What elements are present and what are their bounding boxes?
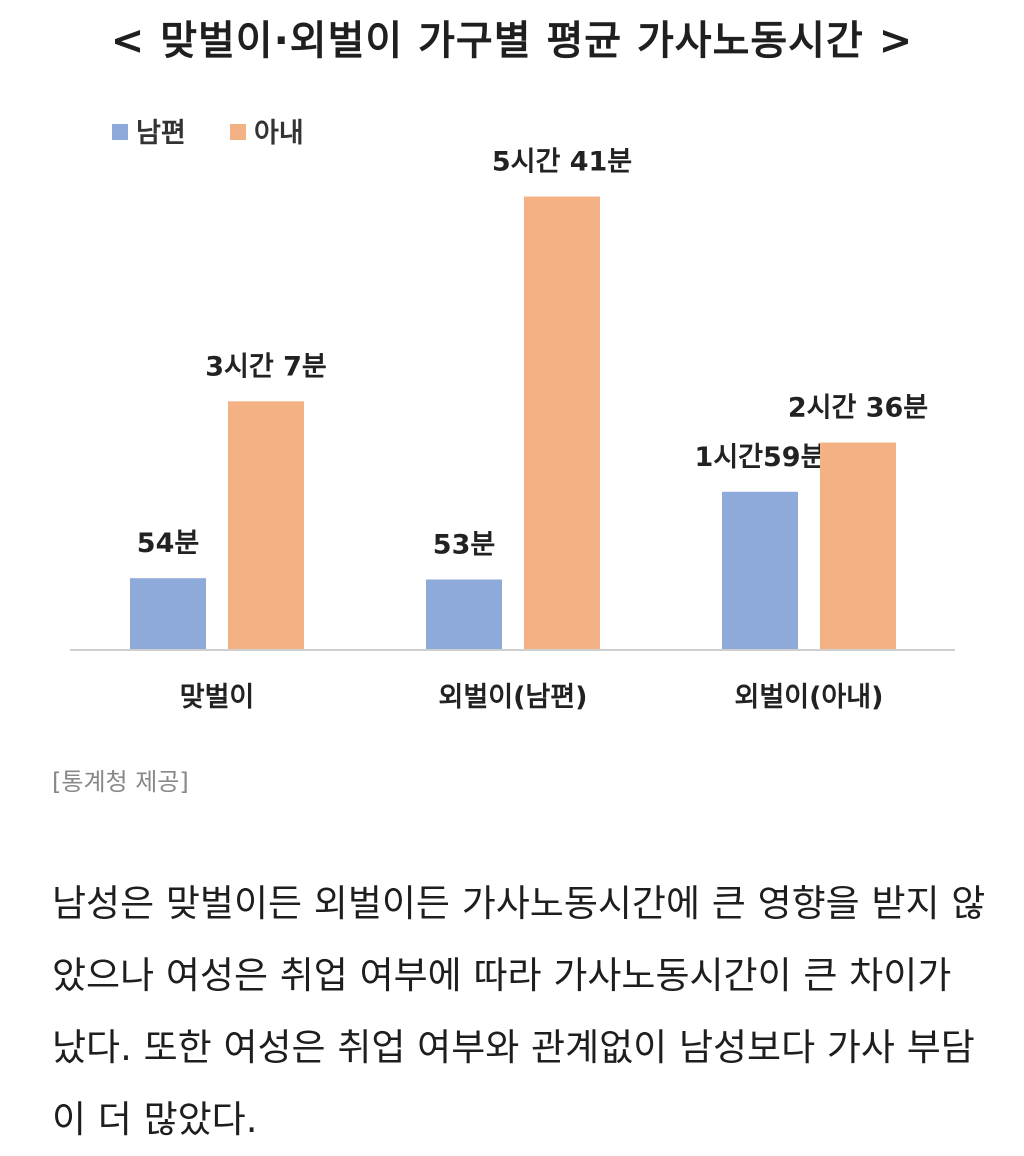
legend-swatch-1: [112, 124, 128, 140]
bar-2-3: [820, 442, 896, 650]
legend-label-2: 아내: [254, 118, 304, 149]
category-label-3: 외벌이(아내): [735, 682, 884, 713]
bar-2-1: [228, 401, 304, 650]
category-label-1: 맞벌이: [180, 682, 255, 713]
category-label-2: 외벌이(남편): [439, 682, 588, 713]
article-paragraph: 남성은 맞벌이든 외벌이든 가사노동시간에 큰 영향을 받지 않았으나 여성은 …: [52, 882, 986, 1141]
legend-label-1: 남편: [136, 118, 186, 149]
data-label-2-1: 3시간 7분: [205, 351, 327, 382]
data-label-2-3: 2시간 36분: [788, 393, 928, 424]
legend-swatch-2: [230, 124, 246, 140]
chart-title: < 맞벌이·외벌이 가구별 평균 가사노동시간 >: [110, 18, 914, 64]
data-label-1-2: 53분: [433, 530, 495, 561]
data-label-1-1: 54분: [137, 528, 199, 559]
bar-1-2: [426, 579, 502, 650]
bar-1-3: [722, 491, 798, 650]
bar-1-1: [130, 578, 206, 650]
image-caption: [통계청 제공]: [52, 768, 189, 796]
data-label-1-3: 1시간59분: [695, 442, 826, 473]
data-label-2-2: 5시간 41분: [492, 147, 632, 178]
bar-2-2: [524, 196, 600, 651]
